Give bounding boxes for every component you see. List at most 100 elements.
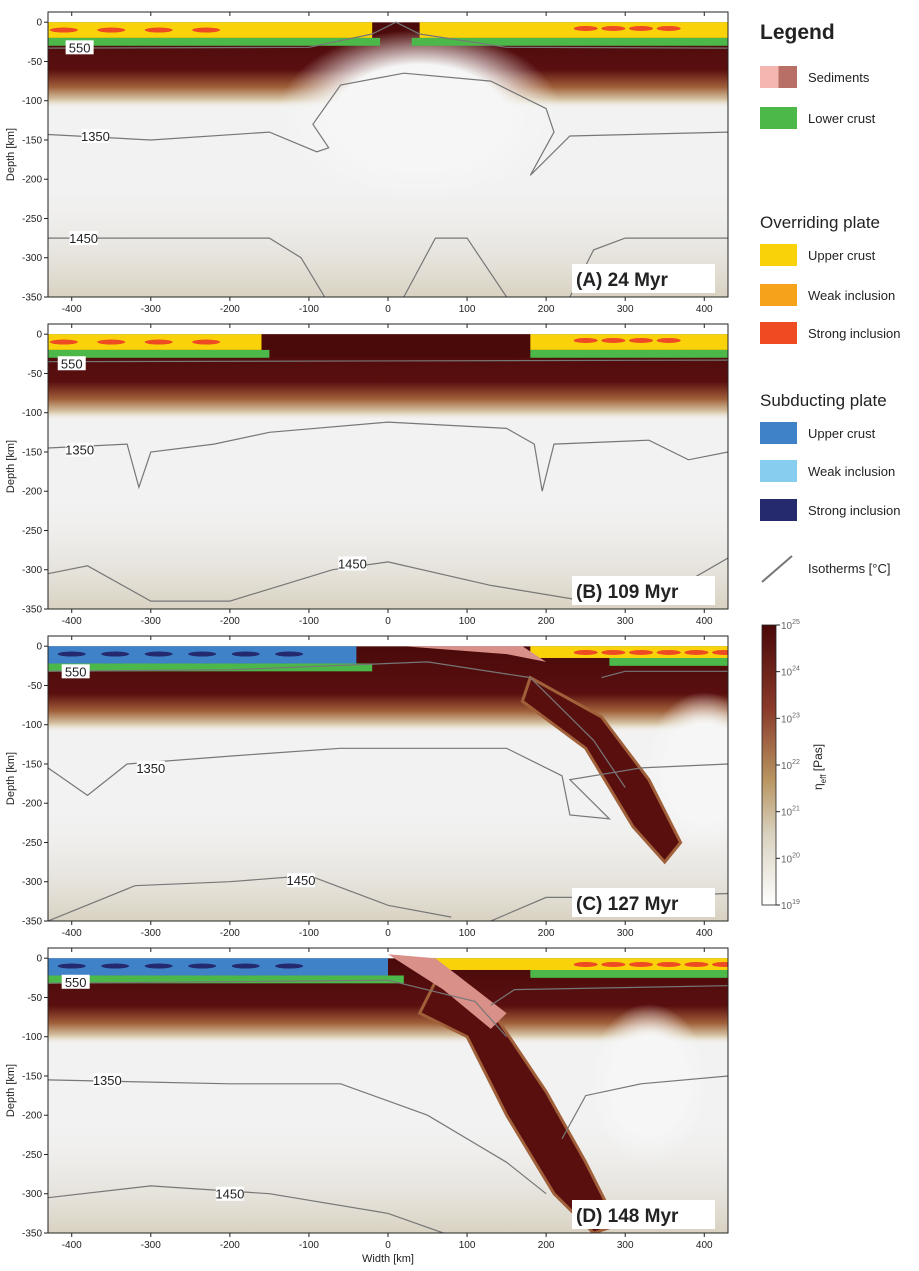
crust [530, 334, 728, 350]
y-tick-label: -150 [22, 135, 42, 146]
y-tick-label: -250 [22, 1150, 42, 1161]
inclusion [629, 26, 653, 31]
exponent: 22 [792, 759, 800, 766]
inclusion [657, 962, 681, 967]
inclusion [145, 340, 173, 345]
x-tick-label: 100 [459, 1240, 476, 1251]
inclusion [58, 964, 86, 969]
y-tick-label: -300 [22, 877, 42, 888]
legend-label: Lower crust [808, 111, 876, 126]
y-axis-label: Depth [km] [5, 128, 17, 181]
panel-body: 55013501450 [48, 324, 728, 609]
x-tick-label: -100 [299, 616, 319, 627]
inclusion [188, 652, 216, 657]
symbol: η [811, 783, 825, 790]
colorbar-tick-label: 1023 [781, 712, 800, 725]
crust [48, 958, 388, 975]
colorbar-label: ηeff [Pas] [811, 744, 828, 790]
y-tick-label: -350 [22, 917, 42, 928]
inclusion [601, 650, 625, 655]
colorbar-tick-label: 1022 [781, 759, 800, 772]
base: 10 [781, 668, 793, 679]
inclusion [574, 26, 598, 31]
colorbar-tick-label: 1020 [781, 852, 800, 865]
legend-title: Legend [760, 21, 835, 44]
inclusion [97, 28, 125, 33]
y-tick-label: -300 [22, 565, 42, 576]
colorbar-tick-label: 1021 [781, 806, 800, 819]
figure: 55013501450 (A) 24 Myr 0 -50 -100 -150 -200 -25… [0, 0, 919, 1266]
unit: [Pas] [811, 744, 825, 771]
colorbar [762, 625, 776, 905]
x-tick-label: 0 [385, 616, 391, 627]
legend-swatch [760, 284, 797, 306]
inclusion [275, 652, 303, 657]
inclusion [657, 650, 681, 655]
y-tick-label: -350 [22, 1229, 42, 1240]
y-tick-label: -350 [22, 293, 42, 304]
inclusion [188, 964, 216, 969]
inclusion [101, 964, 129, 969]
x-tick-label: -400 [62, 928, 82, 939]
inclusion [275, 964, 303, 969]
y-axis-label: Depth [km] [5, 752, 17, 805]
x-tick-label: 300 [617, 304, 634, 315]
x-tick-label: 200 [538, 304, 555, 315]
y-tick-label: 0 [36, 330, 42, 341]
legend-label: Strong inclusion [808, 326, 901, 341]
inclusion [601, 338, 625, 343]
y-tick-label: 0 [36, 954, 42, 965]
inclusion [574, 650, 598, 655]
isotherm-label: 550 [61, 356, 83, 371]
y-tick-label: 0 [36, 642, 42, 653]
x-tick-label: 0 [385, 1240, 391, 1251]
base: 10 [781, 854, 793, 865]
inclusion [145, 652, 173, 657]
y-tick-label: -200 [22, 487, 42, 498]
crust [530, 970, 728, 978]
legend-swatch [760, 244, 797, 266]
isotherm-label: 1350 [81, 129, 110, 144]
x-tick-label: 400 [696, 1240, 713, 1251]
x-tick-label: -400 [62, 616, 82, 627]
inclusion [684, 962, 708, 967]
x-tick-label: -400 [62, 1240, 82, 1251]
y-tick-label: 0 [36, 18, 42, 29]
x-tick-label: -200 [220, 928, 240, 939]
y-tick-label: -350 [22, 605, 42, 616]
x-tick-label: -300 [141, 928, 161, 939]
y-tick-label: -50 [28, 681, 43, 692]
x-tick-label: -200 [220, 616, 240, 627]
inclusion [50, 340, 78, 345]
y-tick-label: -50 [28, 57, 43, 68]
inclusion [145, 28, 173, 33]
exponent: 21 [792, 806, 800, 813]
panel: 55013501450(B) 109 Myr0-50-100-150-200-2… [5, 324, 728, 627]
isotherm-label: 1350 [65, 443, 94, 458]
base: 10 [781, 621, 793, 632]
x-tick-label: 300 [617, 616, 634, 627]
panel: 55013501450(C) 127 Myr0-50-100-150-200-2… [5, 636, 764, 939]
inclusion [657, 26, 681, 31]
colorbar-tick-label: 1024 [781, 666, 800, 679]
x-axis-label: Width [km] [362, 1253, 414, 1265]
y-tick-label: -100 [22, 1032, 42, 1043]
exponent: 25 [792, 619, 800, 626]
x-tick-label: 0 [385, 304, 391, 315]
inclusion [629, 650, 653, 655]
inclusion [601, 962, 625, 967]
base: 10 [781, 901, 793, 912]
x-tick-label: 400 [696, 304, 713, 315]
legend-label: Strong inclusion [808, 503, 901, 518]
panel-label: (A) 24 Myr [576, 270, 668, 291]
y-tick-label: -200 [22, 175, 42, 186]
y-tick-label: -250 [22, 838, 42, 849]
x-tick-label: -300 [141, 616, 161, 627]
base: 10 [781, 808, 793, 819]
crust [530, 350, 728, 358]
y-tick-label: -300 [22, 253, 42, 264]
plume [277, 30, 562, 203]
crust [609, 658, 728, 666]
